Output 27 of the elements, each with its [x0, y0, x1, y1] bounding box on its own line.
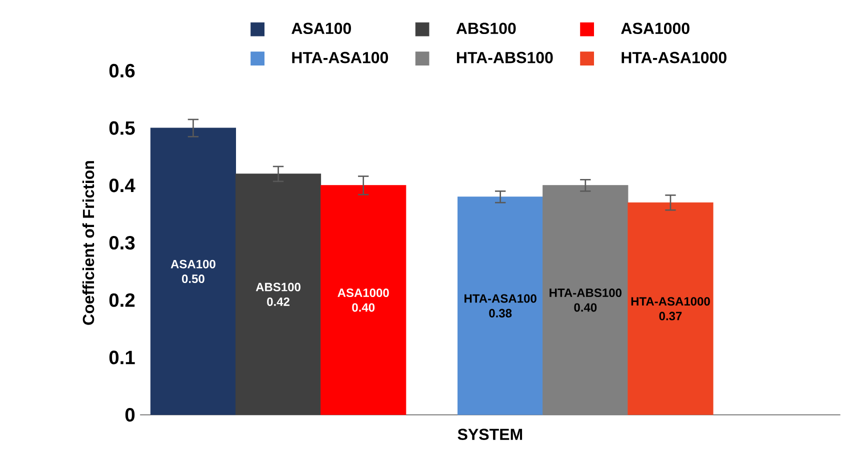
y-tick-label: 0.1 — [109, 350, 135, 365]
y-tick-label: 0.6 — [109, 64, 135, 78]
legend-label: ASA100 — [292, 22, 351, 34]
data-label: 0.42 — [267, 298, 290, 306]
data-label: 0.37 — [659, 312, 682, 321]
data-label: 0.50 — [182, 274, 204, 284]
legend-label: HTA-ABS100 — [456, 52, 553, 64]
text: ABS100 — [256, 283, 300, 292]
legend-label: HTA-ASA1000 — [622, 52, 726, 64]
y-tick-label: 0.3 — [109, 236, 135, 250]
data-label: 0.40 — [352, 303, 375, 312]
text: HTA-ASA1000 — [631, 297, 710, 306]
data-label: 0.38 — [489, 309, 512, 318]
x-axis-title: SYSTEM — [458, 428, 522, 440]
text: HTA-ASA100 — [464, 294, 536, 304]
data-label: 0.40 — [574, 303, 597, 312]
legend-label: ABS100 — [456, 22, 516, 34]
y-tick-label: 0.5 — [109, 121, 135, 136]
text: ASA1000 — [338, 288, 389, 298]
y-tick-label: 0 — [125, 408, 135, 422]
y-axis-title: Coefficient of Friction — [82, 161, 94, 326]
legend-label: HTA-ASA100 — [292, 52, 388, 64]
y-tick-label: 0.2 — [109, 294, 135, 308]
legend-label: ASA1000 — [621, 22, 690, 34]
text: ASA100 — [170, 260, 216, 269]
text: HTA-ABS100 — [550, 288, 622, 298]
y-tick-label: 0.4 — [109, 178, 136, 192]
